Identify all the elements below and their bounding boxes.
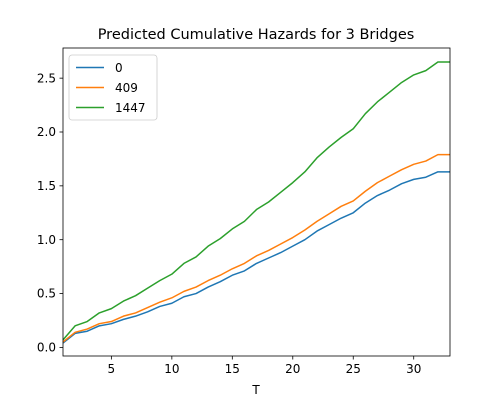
series-line-1447 xyxy=(62,61,450,341)
y-axis: 0.0 0.5 1.0 1.5 2.0 2.5 xyxy=(37,71,63,355)
plot-frame xyxy=(62,47,451,357)
chart-title: Predicted Cumulative Hazards for 3 Bridg… xyxy=(98,27,415,43)
x-tick-label: 20 xyxy=(285,362,300,376)
y-tick-label: 1.5 xyxy=(37,179,56,193)
x-axis-label: T xyxy=(251,383,260,397)
x-tick-label: 5 xyxy=(108,362,116,376)
series-line-409 xyxy=(62,153,450,343)
y-tick-label: 0.0 xyxy=(37,341,56,355)
x-tick-label: 15 xyxy=(225,362,240,376)
x-tick-label: 25 xyxy=(346,362,361,376)
legend-label-0: 0 xyxy=(115,61,123,75)
y-tick-label: 0.5 xyxy=(37,287,56,301)
y-tick-label: 2.5 xyxy=(37,71,56,85)
x-axis: 5 10 15 20 25 30 xyxy=(108,356,421,376)
legend: 0 409 1447 xyxy=(68,54,158,121)
x-tick-label: 30 xyxy=(406,362,421,376)
legend-label-409: 409 xyxy=(115,81,138,95)
plot-area xyxy=(62,47,451,357)
y-tick-label: 2.0 xyxy=(37,125,56,139)
y-tick-label: 1.0 xyxy=(37,233,56,247)
legend-label-1447: 1447 xyxy=(115,101,146,115)
series-line-0 xyxy=(62,171,450,344)
x-tick-label: 10 xyxy=(164,362,179,376)
legend-box xyxy=(68,54,158,121)
